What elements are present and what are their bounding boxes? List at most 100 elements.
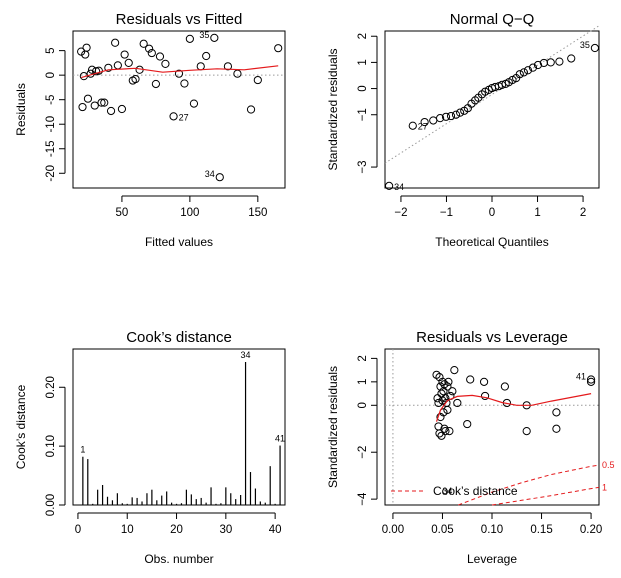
resid-fitted-point	[196, 62, 205, 71]
resid-fitted-point	[180, 79, 189, 88]
resid-fitted-title: Residuals vs Fitted	[116, 11, 243, 28]
resid-leverage-x-tick-label: 0.00	[382, 524, 404, 536]
normal-qq-y-tick-label: −3	[357, 161, 369, 174]
cooks-distance-point-label: 1	[80, 445, 85, 455]
resid-fitted-y-tick-label: 0	[45, 72, 57, 78]
resid-fitted-point	[92, 67, 101, 76]
resid-leverage-smoother-line	[435, 393, 592, 422]
resid-leverage-point	[500, 382, 509, 391]
resid-fitted-y-tick-label: 5	[45, 47, 57, 53]
resid-leverage-legend: Cook’s distance	[391, 484, 518, 498]
resid-fitted-point-label: 34	[205, 169, 215, 179]
normal-qq-point	[429, 116, 438, 125]
resid-fitted-point-label: 27	[179, 112, 189, 122]
resid-fitted-x-tick-label: 50	[116, 207, 129, 219]
resid-leverage-point	[438, 377, 447, 386]
normal-qq-x-tick-label: 2	[580, 207, 586, 219]
resid-leverage-y-tick-label: 2	[357, 355, 369, 361]
resid-fitted-point	[113, 61, 122, 70]
resid-fitted-point	[161, 59, 170, 68]
resid-fitted-y-axis: -20 -15 -10 -5 0 5	[45, 47, 66, 182]
cooks-distance-y-axis-label: Cook’s distance	[14, 384, 28, 469]
resid-leverage-point	[479, 377, 489, 386]
resid-fitted-point	[210, 33, 219, 42]
resid-leverage-point-label: 34	[442, 486, 452, 496]
resid-fitted-point	[77, 47, 86, 56]
resid-leverage-point	[552, 408, 561, 417]
resid-fitted-x-axis-label: Fitted values	[145, 235, 213, 249]
resid-fitted-point	[155, 52, 165, 61]
resid-leverage-point	[463, 419, 472, 429]
normal-qq-y-axis-label: Standardized residuals	[326, 48, 340, 170]
normal-qq-y-axis: −3 −1 0 1 2	[357, 33, 378, 174]
normal-qq-x-tick-label: −1	[440, 207, 453, 219]
normal-qq-point	[435, 114, 445, 123]
resid-leverage-point	[448, 387, 457, 396]
resid-fitted-point	[90, 101, 99, 110]
resid-fitted-point	[169, 112, 178, 121]
cooks-distance-x-axis: 0 10 20 30 40	[75, 512, 282, 536]
normal-qq-y-tick-label: 0	[357, 85, 369, 91]
normal-qq-x-axis-label: Theoretical Quantiles	[435, 235, 548, 249]
resid-leverage-point	[552, 424, 561, 433]
resid-leverage-y-axis-label: Standardized residuals	[326, 366, 340, 488]
cooks-distance-y-tick-label: 0.00	[45, 494, 57, 516]
resid-fitted-point	[223, 62, 233, 71]
resid-fitted-point	[253, 75, 262, 85]
resid-leverage-point	[480, 391, 490, 401]
resid-fitted-point	[131, 74, 140, 84]
resid-leverage-panel: Residuals vs Leverage 0.00 0.05 0.10 0.15 0.2…	[326, 329, 615, 566]
normal-qq-point	[451, 110, 461, 119]
resid-fitted-y-tick-label: -5	[45, 95, 57, 105]
normal-qq-point	[420, 117, 429, 127]
resid-fitted-point	[97, 98, 106, 107]
resid-leverage-point	[437, 431, 446, 440]
resid-leverage-point	[434, 398, 443, 408]
resid-leverage-point	[445, 427, 454, 436]
resid-leverage-point	[441, 427, 450, 436]
resid-leverage-cook-contour-label: 0.5	[602, 460, 615, 470]
normal-qq-point	[590, 43, 600, 53]
normal-qq-title: Normal Q−Q	[450, 11, 535, 28]
normal-qq-point	[441, 112, 451, 121]
normal-qq-point	[456, 108, 465, 117]
resid-fitted-x-axis: 50 100 150	[116, 195, 267, 219]
resid-leverage-x-tick-label: 0.05	[431, 524, 453, 536]
resid-leverage-x-tick-label: 0.15	[530, 524, 552, 536]
resid-leverage-y-axis: −4 −2 0 1 2	[357, 355, 378, 506]
resid-fitted-point	[117, 104, 127, 114]
resid-leverage-point	[441, 394, 450, 403]
resid-fitted-point	[147, 48, 156, 58]
resid-fitted-y-tick-label: -10	[45, 116, 57, 133]
normal-qq-point	[408, 121, 417, 130]
resid-leverage-point	[453, 398, 462, 408]
resid-leverage-x-axis: 0.00 0.05 0.10 0.15 0.20	[382, 512, 602, 536]
normal-qq-y-tick-label: 2	[357, 33, 369, 39]
cooks-distance-x-tick-label: 40	[269, 524, 282, 536]
resid-fitted-point	[139, 39, 148, 48]
normal-qq-point	[497, 80, 507, 90]
normal-qq-point	[384, 181, 394, 191]
resid-leverage-y-tick-label: −2	[357, 446, 369, 459]
cooks-distance-x-tick-label: 0	[75, 524, 81, 536]
cooks-distance-y-tick-label: 0.10	[45, 435, 57, 457]
normal-qq-point	[528, 63, 538, 72]
resid-fitted-x-tick-label: 100	[180, 207, 199, 219]
resid-fitted-point	[145, 44, 154, 53]
cooks-distance-frame	[72, 348, 286, 506]
normal-qq-point	[515, 70, 524, 79]
resid-fitted-point	[246, 105, 256, 114]
normal-qq-point	[567, 54, 576, 63]
cooks-distance-x-axis-label: Obs. number	[144, 552, 213, 566]
resid-fitted-point	[215, 173, 224, 182]
resid-leverage-point	[443, 405, 452, 415]
resid-leverage-point	[443, 382, 452, 391]
normal-qq-x-tick-label: 0	[489, 207, 495, 219]
normal-qq-point	[446, 111, 456, 121]
resid-leverage-point	[522, 427, 531, 436]
resid-leverage-frame	[384, 348, 600, 506]
resid-leverage-point	[444, 377, 453, 386]
